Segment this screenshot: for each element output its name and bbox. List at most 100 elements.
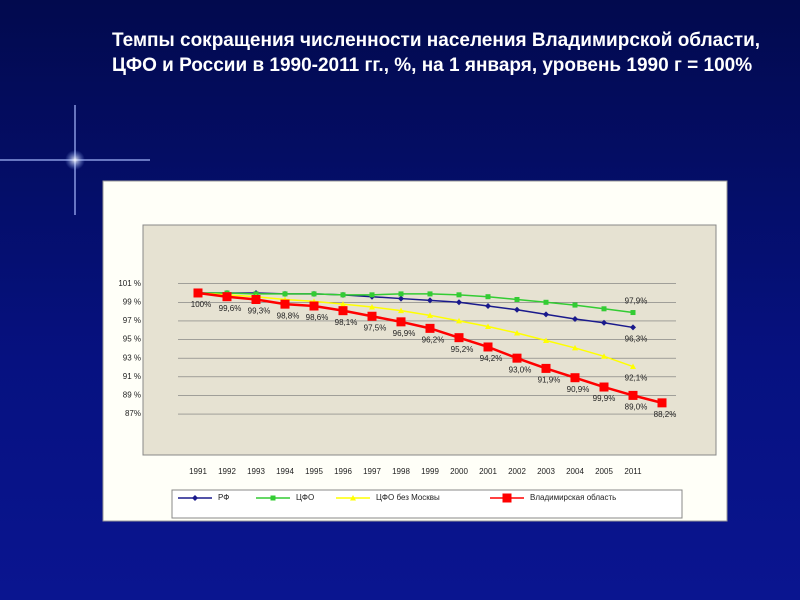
y-tick-label: 87%	[125, 409, 141, 418]
y-tick-label: 101 %	[118, 279, 141, 288]
point	[280, 299, 290, 309]
slide-title: Темпы сокращения численности населения В…	[112, 30, 761, 76]
legend-label: РФ	[218, 493, 229, 502]
x-tick-label: 2011	[624, 467, 642, 476]
point	[514, 330, 520, 336]
y-tick-label: 99 %	[123, 297, 141, 306]
point	[398, 307, 404, 314]
y-tick-label: 89 %	[123, 391, 141, 400]
point	[456, 317, 462, 324]
x-tick-label: 1997	[363, 467, 381, 476]
point	[396, 317, 406, 327]
point	[485, 323, 491, 329]
data-label: 98,6%	[306, 313, 329, 322]
x-tick-label: 1993	[247, 467, 265, 476]
point	[485, 303, 491, 310]
point	[541, 363, 551, 373]
data-label: 96,9%	[393, 329, 416, 338]
data-label: 93,0%	[509, 365, 532, 374]
point	[628, 390, 638, 400]
data-label: 97,5%	[364, 323, 387, 332]
point	[543, 337, 549, 343]
legend-marker	[350, 495, 356, 501]
point	[282, 291, 288, 297]
x-tick-label: 1992	[218, 467, 236, 476]
data-label: 96,2%	[422, 335, 445, 344]
point	[251, 294, 261, 304]
point	[398, 295, 404, 302]
data-label: 91,9%	[538, 376, 561, 385]
point	[483, 342, 493, 352]
x-tick-label: 2005	[595, 467, 613, 476]
x-tick-label: 2003	[537, 467, 555, 476]
data-label: 90,9%	[567, 385, 590, 394]
data-label: 98,1%	[335, 318, 358, 327]
legend-label: ЦФО	[296, 493, 314, 502]
point	[456, 292, 462, 298]
point	[514, 296, 520, 302]
point	[427, 312, 433, 318]
point	[601, 319, 607, 326]
series-line	[198, 292, 634, 314]
point	[485, 294, 491, 300]
point	[570, 373, 580, 383]
legend-label: ЦФО без Москвы	[376, 493, 440, 502]
y-tick-label: 91 %	[123, 372, 141, 381]
point	[630, 310, 636, 316]
point	[630, 324, 636, 331]
x-tick-label: 2001	[479, 467, 497, 476]
x-tick-label: 1991	[189, 467, 207, 476]
point	[543, 311, 549, 318]
x-tick-label: 1995	[305, 467, 323, 476]
point	[599, 382, 609, 392]
y-tick-label: 97 %	[123, 316, 141, 325]
x-tick-label: 1994	[276, 467, 294, 476]
legend-marker	[192, 495, 198, 501]
point	[427, 291, 433, 297]
point	[456, 299, 462, 306]
legend-box	[171, 489, 683, 519]
point	[340, 292, 346, 298]
point	[601, 306, 607, 312]
x-tick-label: 1999	[421, 467, 439, 476]
point	[427, 297, 433, 304]
data-label: 99,6%	[219, 304, 242, 313]
data-label: 94,2%	[480, 354, 503, 363]
point	[657, 398, 667, 408]
y-tick-label: 95 %	[123, 335, 141, 344]
data-label: 95,2%	[451, 345, 474, 354]
point	[601, 353, 607, 359]
x-tick-label: 2000	[450, 467, 468, 476]
x-tick-label: 1998	[392, 467, 410, 476]
x-tick-label: 1996	[334, 467, 352, 476]
point	[369, 303, 375, 310]
plot-area	[142, 224, 717, 456]
point	[193, 288, 203, 298]
point	[454, 333, 464, 343]
data-label: 97,9%	[625, 297, 648, 306]
point	[425, 323, 435, 333]
data-label: 89,0%	[625, 403, 648, 412]
point	[572, 316, 578, 323]
point	[367, 311, 377, 321]
point	[338, 306, 348, 316]
annotation: 99,9%	[593, 394, 616, 403]
data-label: 88,2%	[654, 410, 677, 419]
point	[630, 363, 636, 370]
star-decoration	[0, 105, 150, 215]
data-label: 96,3%	[625, 335, 648, 344]
series-line	[197, 292, 634, 368]
point	[222, 292, 232, 302]
point	[398, 291, 404, 297]
point	[311, 291, 317, 297]
point	[309, 301, 319, 311]
point	[369, 292, 375, 298]
y-tick-label: 93 %	[123, 353, 141, 362]
data-label: 98,8%	[277, 311, 300, 320]
legend-marker	[270, 495, 276, 501]
point	[572, 344, 578, 351]
data-label: 100%	[191, 300, 211, 309]
point	[572, 302, 578, 308]
legend-label: Владимирская область	[530, 493, 616, 502]
